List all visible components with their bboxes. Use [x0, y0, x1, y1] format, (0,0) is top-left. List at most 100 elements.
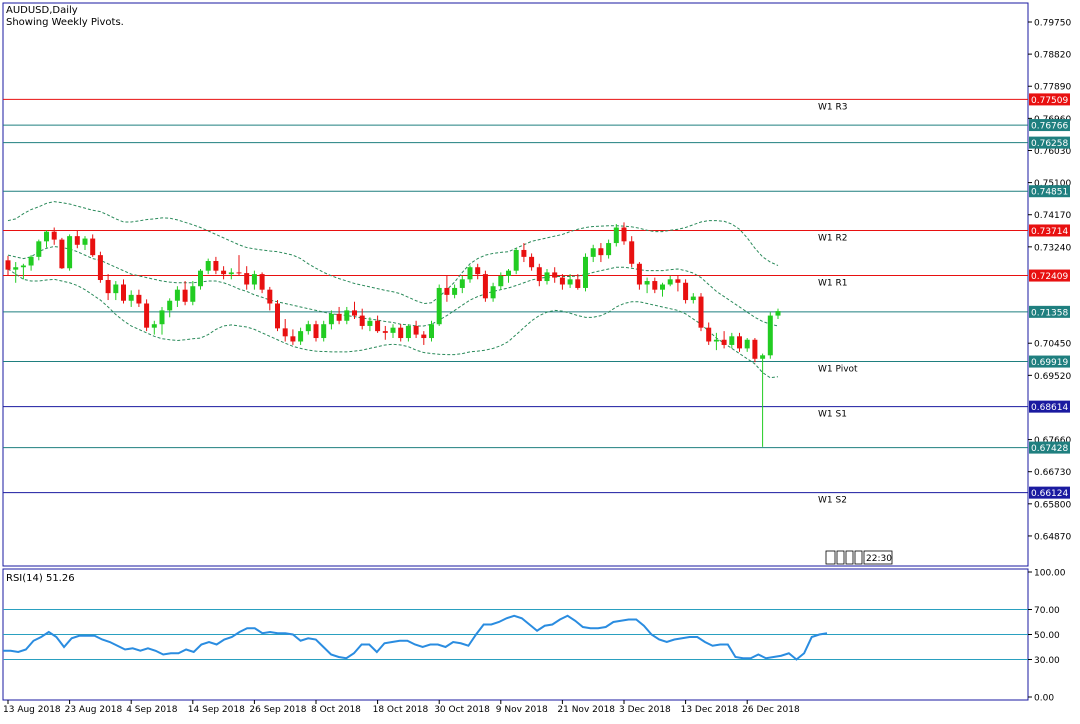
candle-body — [67, 236, 73, 269]
pivot-label: W1 S2 — [818, 496, 847, 506]
candle-body — [128, 294, 134, 301]
candle-body — [652, 281, 658, 290]
band-lower — [7, 268, 779, 379]
mini-button-3[interactable] — [845, 550, 854, 565]
candle-body — [405, 325, 411, 339]
y-tick-label: 0.75100 — [1034, 179, 1071, 189]
candle-body — [74, 236, 80, 245]
price-tag-text: 0.73714 — [1031, 227, 1068, 237]
y-tick-label: 0.64870 — [1034, 532, 1071, 542]
price-tag-text: 0.68614 — [1031, 403, 1068, 413]
price-tag-text: 0.76766 — [1031, 122, 1068, 132]
candle-body — [305, 324, 311, 332]
pivot-label: W1 R2 — [818, 233, 847, 243]
candle-body — [559, 277, 565, 285]
rsi-y-tick-label: 70.00 — [1034, 606, 1060, 616]
candle-body — [667, 279, 673, 285]
y-tick-label: 0.69520 — [1034, 372, 1071, 382]
candle-body — [506, 270, 511, 276]
band-mid — [7, 245, 779, 327]
candle-body — [90, 238, 96, 256]
time-axis: 13 Aug 2018 23 Aug 2018 4 Sep 2018 14 Sep 2… — [3, 700, 800, 715]
candle-body — [583, 256, 588, 288]
candle-body — [251, 274, 257, 285]
candle-body — [767, 315, 773, 356]
candle-body — [290, 336, 296, 342]
x-tick-label: 21 Nov 2018 — [557, 705, 615, 715]
candle-body — [498, 275, 504, 287]
candle-body — [698, 296, 704, 328]
candle-body — [575, 279, 581, 288]
mini-button-2[interactable] — [836, 550, 845, 565]
candle-body — [475, 267, 481, 275]
candle-body — [236, 272, 242, 274]
candle-body — [59, 239, 65, 269]
candle-body — [675, 279, 681, 283]
candle-body — [51, 231, 57, 240]
rsi-y-tick-label: 100.00 — [1034, 569, 1066, 579]
candle-body — [513, 249, 519, 271]
mini-button-4[interactable] — [854, 550, 863, 565]
candle-body — [421, 334, 427, 339]
y-tick-label: 0.70450 — [1034, 340, 1071, 350]
price-tag — [1029, 269, 1070, 282]
pivot-label: W1 R3 — [818, 102, 847, 112]
candle-body — [690, 296, 696, 301]
candle-body — [313, 324, 319, 339]
candle-body — [5, 260, 11, 270]
main-panel-frame — [2, 2, 1029, 567]
candle-body — [221, 270, 227, 275]
candle-body — [413, 325, 419, 335]
candle-body — [729, 336, 735, 345]
candle-body — [113, 284, 119, 294]
y-tick-label: 0.78820 — [1034, 51, 1071, 61]
candle-body — [328, 313, 334, 325]
candle-body — [321, 324, 327, 339]
candle-body — [775, 311, 781, 316]
x-tick-label: 13 Dec 2018 — [681, 705, 739, 715]
bollinger-bands — [7, 201, 779, 379]
candle-body — [275, 303, 280, 329]
x-tick-label: 13 Aug 2018 — [3, 705, 61, 715]
x-tick-label: 14 Sep 2018 — [188, 705, 245, 715]
candle-body — [567, 279, 573, 285]
candle-body — [205, 261, 211, 271]
candle-body — [352, 310, 357, 316]
candle-body — [136, 294, 142, 304]
x-tick-label: 23 Aug 2018 — [65, 705, 123, 715]
candle-body — [198, 270, 203, 287]
price-tag-text: 0.66124 — [1031, 489, 1068, 499]
mini-toolbar[interactable]: 22:30 — [825, 550, 893, 565]
candle-body — [536, 267, 542, 282]
candle-body — [298, 331, 304, 342]
candle-body — [737, 336, 742, 349]
candle-body — [744, 339, 750, 349]
pivot-label: W1 Pivot — [818, 365, 858, 375]
candle-body — [429, 324, 434, 339]
candle-body — [375, 320, 381, 332]
candle-body — [97, 255, 103, 281]
candle-body — [752, 339, 758, 359]
mini-button-1[interactable] — [825, 550, 836, 565]
candle-body — [444, 287, 450, 295]
y-tick-label: 0.66730 — [1034, 468, 1071, 478]
price-tag-text: 0.72409 — [1031, 272, 1068, 282]
candle-body — [398, 327, 404, 339]
price-tag — [1029, 486, 1070, 499]
candle-body — [636, 263, 642, 285]
candle-body — [174, 289, 180, 301]
candle-body — [182, 289, 188, 302]
price-tag-text: 0.69919 — [1031, 358, 1068, 368]
price-tag — [1029, 441, 1070, 454]
candle-body — [721, 339, 727, 345]
price-tag — [1029, 400, 1070, 413]
candle-body — [459, 279, 465, 288]
candle-body — [121, 284, 126, 301]
rsi-y-tick-label: 30.00 — [1034, 656, 1060, 666]
candle-body — [167, 300, 173, 311]
rsi-line — [3, 614, 828, 661]
y-tick-label: 0.73240 — [1034, 243, 1071, 253]
candle-body — [683, 282, 689, 301]
